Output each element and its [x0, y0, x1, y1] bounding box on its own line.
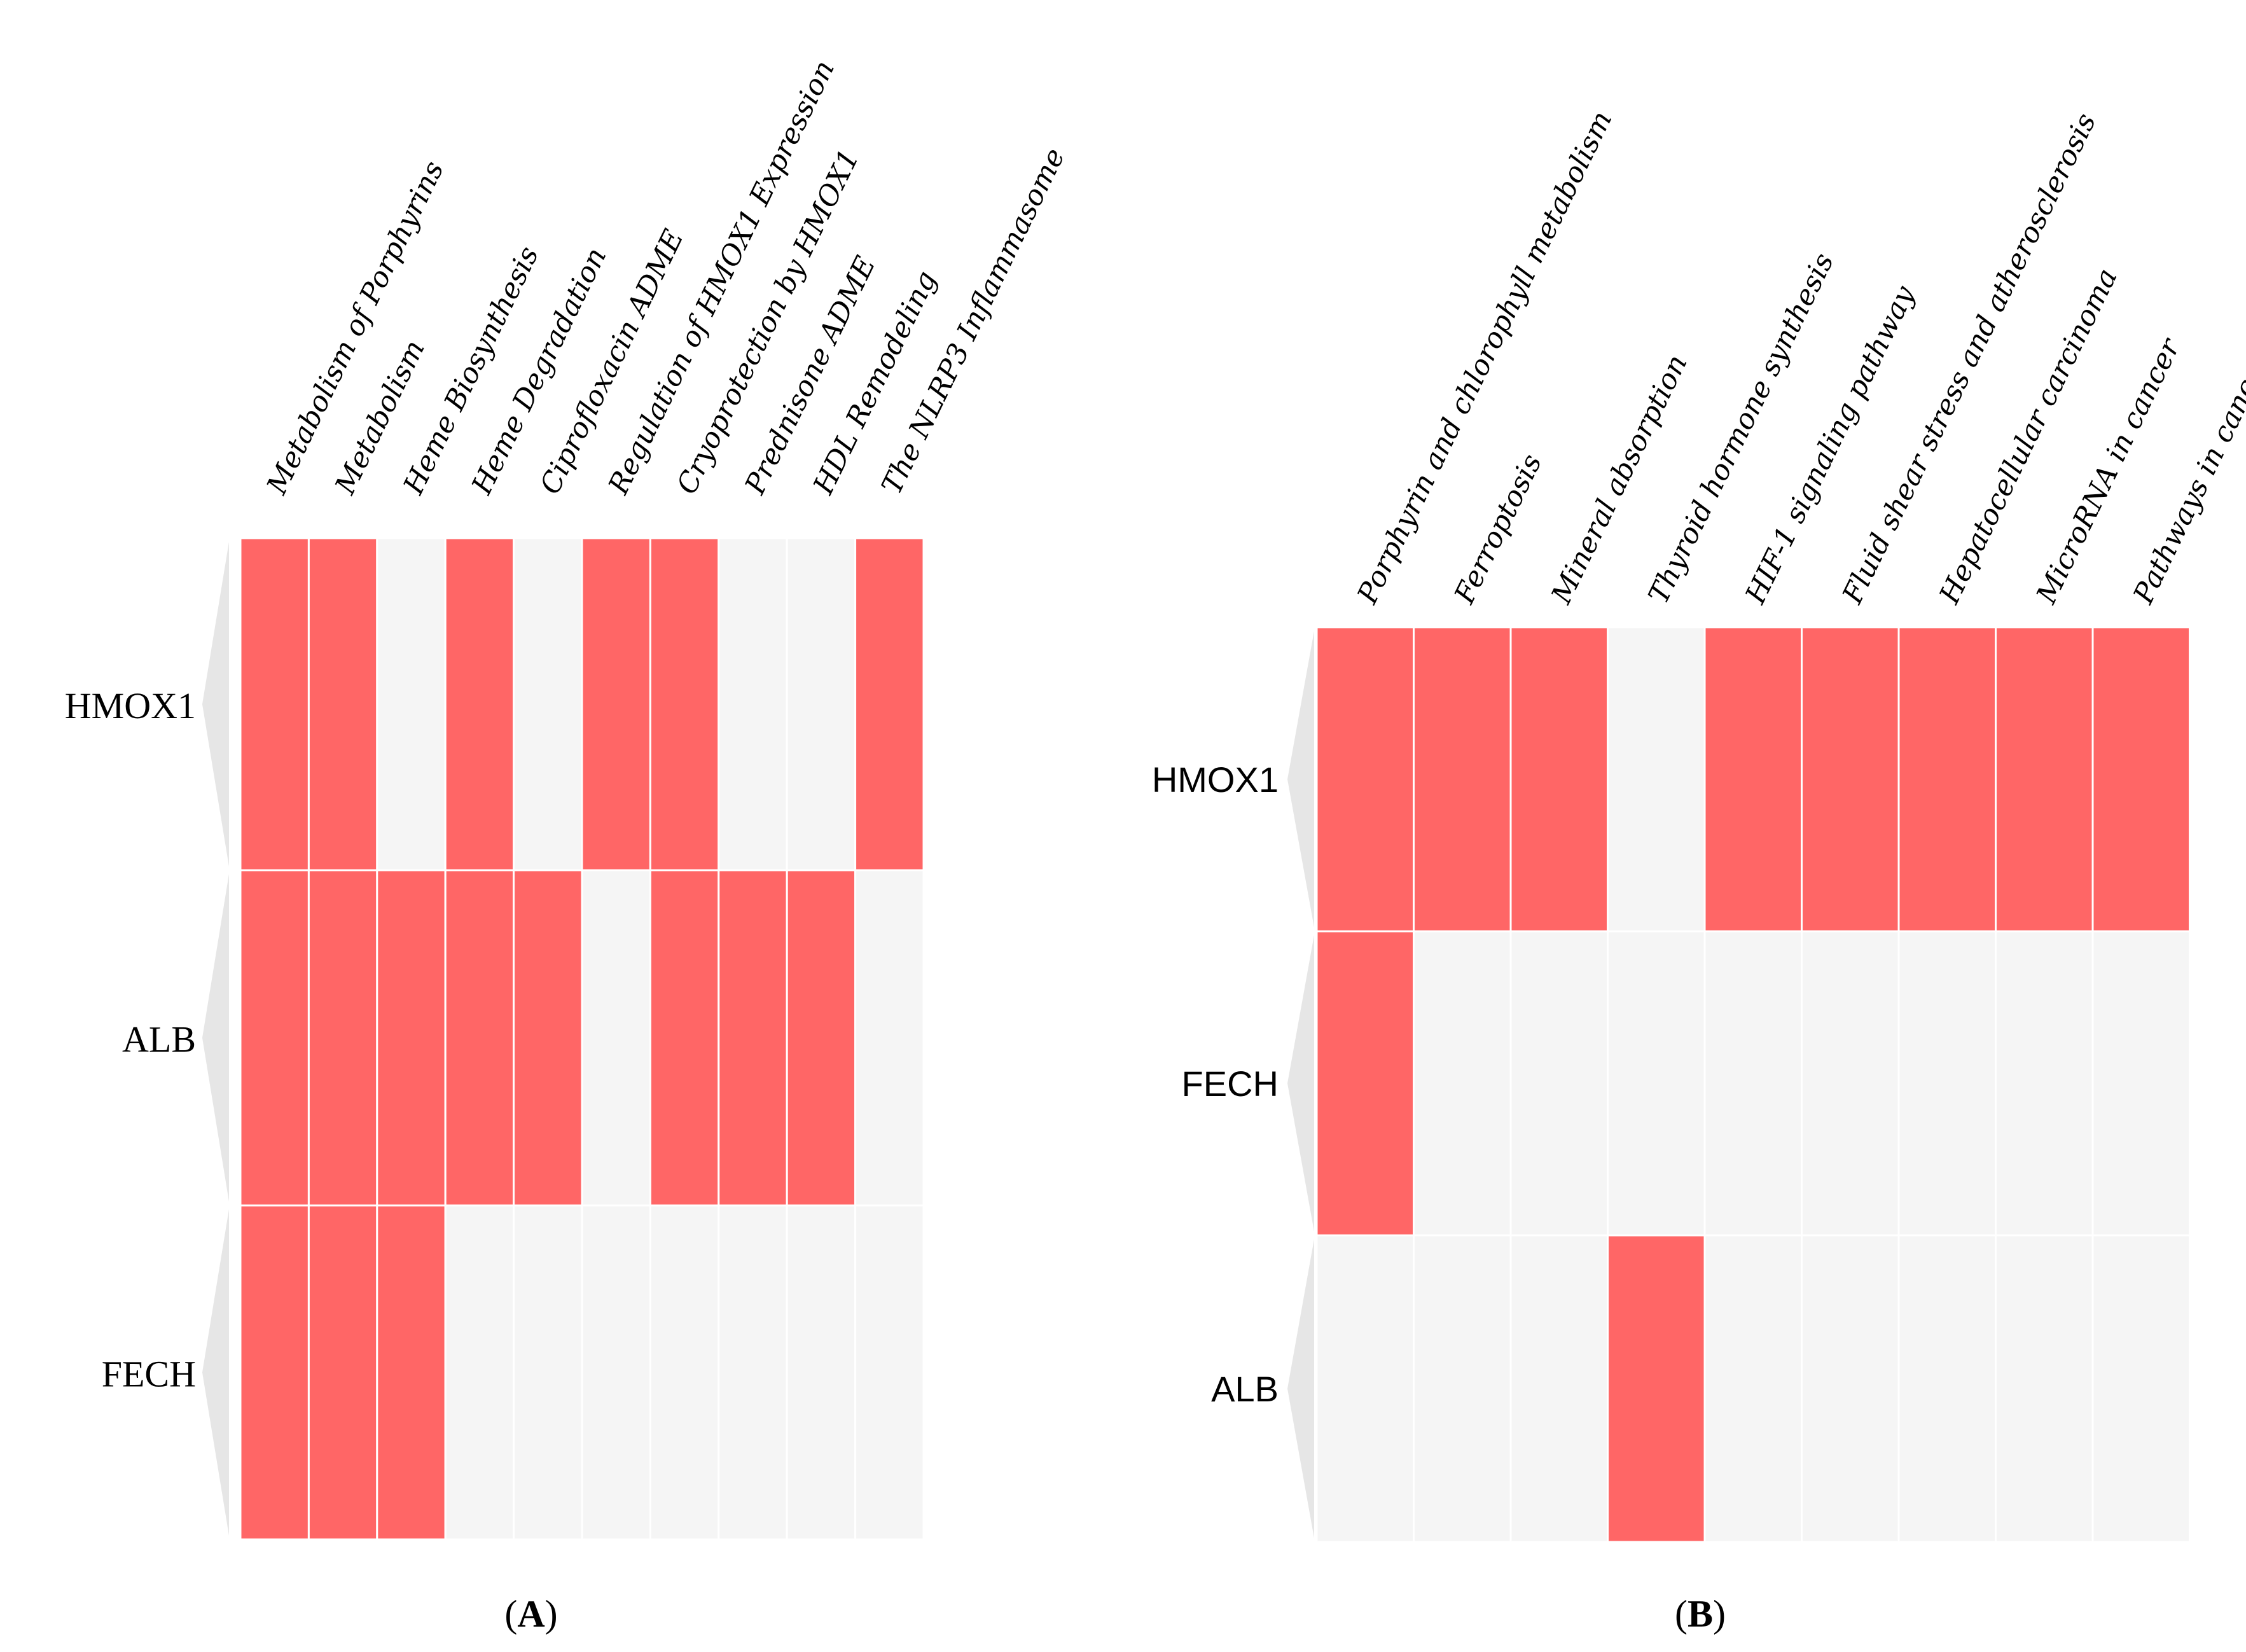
cell-a-r1-c4	[513, 869, 583, 1207]
row-label-a-2: FECH	[102, 1354, 196, 1395]
cell-b-r0-c4	[1703, 626, 1803, 933]
cell-a-r1-c6	[649, 869, 720, 1207]
cell-a-r0-c4	[513, 537, 583, 871]
cell-b-r1-c2	[1509, 930, 1609, 1237]
cell-b-r1-c5	[1801, 930, 1900, 1237]
cell-b-r2-c3	[1607, 1234, 1706, 1543]
cell-a-r2-c3	[444, 1204, 515, 1541]
cell-a-r0-c6	[649, 537, 720, 871]
cell-a-r0-c2	[376, 537, 447, 871]
row-label-a-0: HMOX1	[65, 685, 196, 726]
cell-b-r2-c0	[1315, 1234, 1415, 1543]
cell-b-r1-c3	[1607, 930, 1706, 1237]
cell-b-r0-c3	[1607, 626, 1706, 933]
cell-b-r2-c4	[1703, 1234, 1803, 1543]
cell-a-r1-c7	[717, 869, 788, 1207]
cell-b-r0-c1	[1413, 626, 1512, 933]
cell-a-r0-c8	[786, 537, 857, 871]
cell-a-r1-c9	[854, 869, 925, 1207]
cell-b-r1-c0	[1315, 930, 1415, 1237]
cell-a-r1-c0	[239, 869, 310, 1207]
cell-b-r2-c1	[1413, 1234, 1512, 1543]
cell-a-r0-c0	[239, 537, 310, 871]
cell-b-r2-c7	[1995, 1234, 2094, 1543]
panel-a-label: (A)	[504, 1593, 557, 1635]
cell-b-r2-c8	[2091, 1234, 2191, 1543]
column-label-b-1: Ferroptosis	[1448, 449, 1548, 609]
row-label-b-1: FECH	[1182, 1064, 1279, 1104]
row-bracket-b-0	[1287, 631, 1314, 927]
cell-b-r1-c6	[1897, 930, 1997, 1237]
cell-a-r2-c7	[717, 1204, 788, 1541]
cell-a-r0-c1	[307, 537, 378, 871]
row-label-b-2: ALB	[1211, 1369, 1279, 1409]
cell-a-r1-c8	[786, 869, 857, 1207]
cell-b-r0-c5	[1801, 626, 1900, 933]
cell-b-r1-c1	[1413, 930, 1512, 1237]
cell-b-r2-c6	[1897, 1234, 1997, 1543]
cell-a-r0-c5	[581, 537, 651, 871]
row-label-b-0: HMOX1	[1152, 760, 1279, 800]
cell-a-r1-c3	[444, 869, 515, 1207]
cell-b-r2-c5	[1801, 1234, 1900, 1543]
cell-b-r0-c2	[1509, 626, 1609, 933]
cell-a-r0-c7	[717, 537, 788, 871]
cell-b-r2-c2	[1509, 1234, 1609, 1543]
cell-a-r0-c9	[854, 537, 925, 871]
row-bracket-a-2	[202, 1209, 229, 1536]
cell-a-r1-c2	[376, 869, 447, 1207]
cell-b-r0-c8	[2091, 626, 2191, 933]
cell-a-r2-c9	[854, 1204, 925, 1541]
row-bracket-a-1	[202, 874, 229, 1202]
cell-a-r0-c3	[444, 537, 515, 871]
cell-a-r2-c8	[786, 1204, 857, 1541]
column-label-b-3: Thyroid hormone synthesis	[1642, 248, 1840, 609]
cell-a-r1-c1	[307, 869, 378, 1207]
cell-b-r1-c4	[1703, 930, 1803, 1237]
cell-b-r0-c6	[1897, 626, 1997, 933]
cell-a-r2-c2	[376, 1204, 447, 1541]
cell-b-r1-c8	[2091, 930, 2191, 1237]
cell-a-r1-c5	[581, 869, 651, 1207]
cell-a-r2-c1	[307, 1204, 378, 1541]
cell-a-r2-c5	[581, 1204, 651, 1541]
column-label-b-4: HIF-1 signaling pathway	[1739, 281, 1922, 609]
row-bracket-b-2	[1287, 1239, 1314, 1538]
cell-b-r0-c7	[1995, 626, 2094, 933]
column-label-a-8: HDL Remodeling	[807, 266, 943, 500]
row-label-a-1: ALB	[122, 1019, 196, 1060]
panel-b-label: (B)	[1675, 1593, 1726, 1635]
cell-a-r2-c0	[239, 1204, 310, 1541]
column-label-b-6: Hepatocellular carcinoma	[1933, 263, 2124, 609]
cell-b-r1-c7	[1995, 930, 2094, 1237]
cell-b-r0-c0	[1315, 626, 1415, 933]
row-bracket-b-1	[1287, 935, 1314, 1232]
cell-a-r2-c6	[649, 1204, 720, 1541]
cell-a-r2-c4	[513, 1204, 583, 1541]
row-bracket-a-0	[202, 542, 229, 866]
